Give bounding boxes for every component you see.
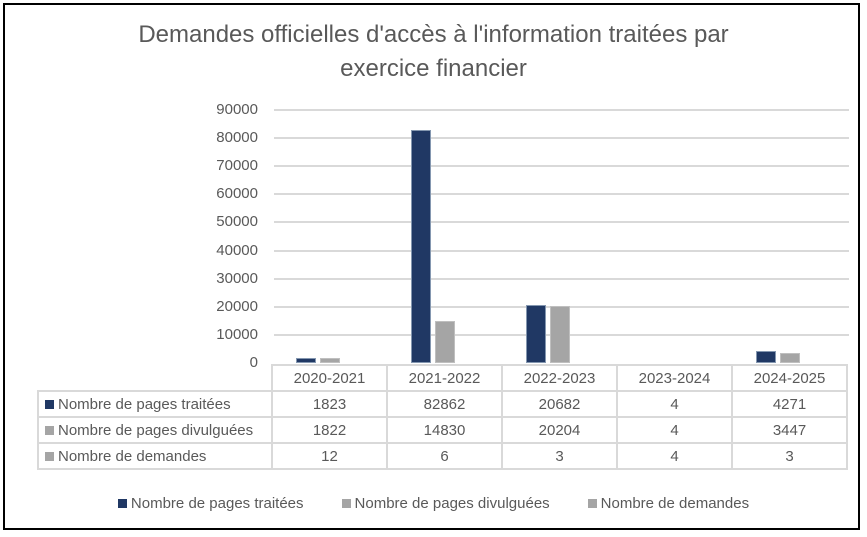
table-cell: 4271 — [731, 390, 848, 418]
table-cell: 4 — [616, 442, 733, 470]
legend-item: Nombre de pages traitées — [117, 495, 304, 512]
table-cell: 4 — [616, 416, 733, 444]
table-cell: 1823 — [271, 390, 388, 418]
table-cell: 4 — [616, 390, 733, 418]
gridline — [274, 249, 849, 252]
column-header: 2021-2022 — [386, 364, 503, 392]
y-axis-tick-label: 80000 — [216, 129, 258, 147]
y-axis-tick-label: 70000 — [216, 157, 258, 175]
row-label: Nombre de pages traitées — [58, 395, 231, 413]
data-table-corner — [38, 365, 273, 392]
y-axis-tick-label: 40000 — [216, 241, 258, 259]
chart-title-line-2: exercice financier — [340, 55, 527, 82]
table-cell: 3 — [501, 442, 618, 470]
table-cell: 14830 — [386, 416, 503, 444]
y-axis-tick-label: 0 — [249, 354, 258, 371]
series-swatch-icon — [45, 399, 54, 409]
series-swatch-icon — [45, 425, 54, 435]
table-row: Nombre de demandes 12 6 3 4 3 — [37, 442, 848, 470]
bar-pages-traitees — [411, 130, 431, 363]
legend-swatch-icon — [587, 499, 597, 508]
y-axis-tick-label: 60000 — [216, 185, 258, 203]
gridline — [274, 277, 849, 280]
bar-pages-divulguees — [320, 357, 340, 363]
column-header: 2024-2025 — [731, 364, 848, 392]
chart-title: Demandes officielles d'accès à l'informa… — [0, 18, 867, 86]
table-cell: 3 — [731, 442, 848, 470]
chart-legend: Nombre de pages traitées Nombre de pages… — [0, 495, 867, 512]
table-cell: 82862 — [386, 390, 503, 418]
legend-item: Nombre de demandes — [587, 495, 750, 512]
column-header: 2022-2023 — [501, 364, 618, 392]
legend-item: Nombre de pages divulguées — [341, 495, 550, 512]
gridline — [274, 137, 849, 140]
y-axis-tick-label: 90000 — [216, 101, 258, 118]
gridline — [274, 193, 849, 196]
legend-swatch-icon — [341, 499, 351, 508]
chart-title-line-1: Demandes officielles d'accès à l'informa… — [138, 21, 729, 48]
bar-pages-traitees — [296, 357, 316, 363]
legend-label: Nombre de pages divulguées — [354, 495, 550, 512]
gridline — [274, 165, 849, 168]
table-row: Nombre de pages traitées 1823 82862 2068… — [37, 390, 848, 418]
y-axis-tick-label: 10000 — [216, 325, 258, 343]
legend-label: Nombre de demandes — [600, 495, 750, 512]
gridline — [274, 109, 849, 111]
bar-pages-traitees — [526, 304, 546, 363]
column-header: 2020-2021 — [271, 364, 388, 392]
row-header: Nombre de pages divulguées — [37, 416, 273, 444]
bar-pages-divulguees — [550, 306, 570, 363]
legend-swatch-icon — [117, 499, 127, 508]
bar-pages-traitees — [756, 350, 776, 363]
data-table: 2020-2021 2021-2022 2022-2023 2023-2024 … — [37, 364, 848, 470]
row-label: Nombre de demandes — [58, 447, 207, 465]
table-cell: 1822 — [271, 416, 388, 444]
table-cell: 12 — [271, 442, 388, 470]
table-cell: 6 — [386, 442, 503, 470]
bar-pages-divulguees — [435, 321, 455, 363]
series-swatch-icon — [45, 451, 54, 461]
legend-label: Nombre de pages traitées — [130, 495, 304, 512]
gridline — [274, 221, 849, 224]
row-label: Nombre de pages divulguées — [58, 421, 254, 439]
y-axis-tick-label: 30000 — [216, 269, 258, 287]
table-row: Nombre de pages divulguées 1822 14830 20… — [37, 416, 848, 444]
y-axis-tick-label: 20000 — [216, 297, 258, 315]
table-cell: 20204 — [501, 416, 618, 444]
row-header: Nombre de demandes — [37, 442, 273, 470]
table-cell: 3447 — [731, 416, 848, 444]
column-header: 2023-2024 — [616, 364, 733, 392]
row-header: Nombre de pages traitées — [37, 390, 273, 418]
y-axis-tick-label: 50000 — [216, 213, 258, 231]
table-cell: 20682 — [501, 390, 618, 418]
bar-pages-divulguees — [780, 353, 800, 363]
data-table-header: 2020-2021 2021-2022 2022-2023 2023-2024 … — [38, 364, 848, 392]
